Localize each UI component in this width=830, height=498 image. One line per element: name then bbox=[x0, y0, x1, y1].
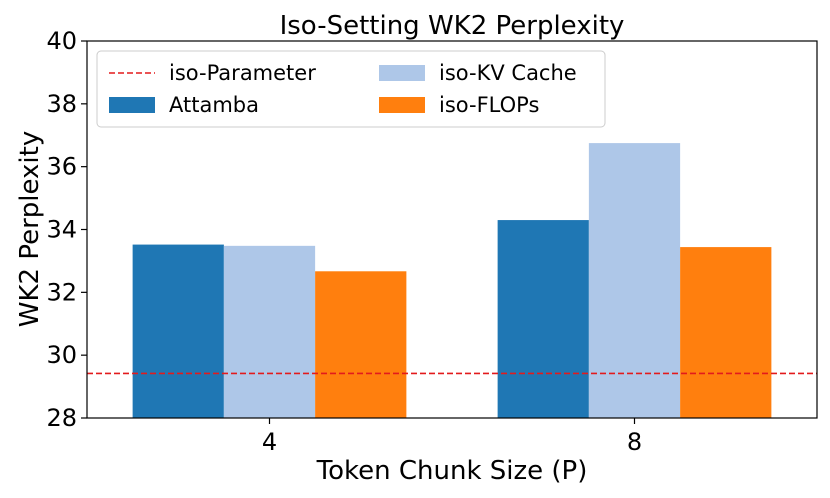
y-tick-label: 40 bbox=[46, 27, 77, 55]
y-tick-label: 32 bbox=[46, 278, 77, 306]
y-tick-label: 36 bbox=[46, 153, 77, 181]
x-tick-label: 4 bbox=[262, 428, 277, 456]
bar-iso-kv-cache-8 bbox=[588, 143, 681, 418]
y-tick-label: 38 bbox=[46, 90, 77, 118]
bar-iso-flops-8 bbox=[680, 247, 772, 418]
bar-iso-kv-cache-4 bbox=[223, 245, 316, 418]
bars-group bbox=[132, 143, 772, 418]
legend-label-attamba: Attamba bbox=[169, 93, 259, 117]
legend: iso-Parameter Attamba iso-KV Cache iso-FLOP… bbox=[96, 50, 606, 128]
legend-label-iso-flops: iso-FLOPs bbox=[439, 93, 539, 117]
chart-title: Iso-Setting WK2 Perplexity bbox=[280, 11, 625, 41]
bar-attamba-4 bbox=[132, 244, 224, 418]
legend-label-iso-parameter: iso-Parameter bbox=[169, 61, 316, 85]
bar-attamba-8 bbox=[497, 220, 589, 418]
x-axis-title: Token Chunk Size (P) bbox=[316, 456, 588, 486]
bar-iso-flops-4 bbox=[315, 271, 407, 418]
legend-swatch-attamba bbox=[109, 97, 155, 113]
x-tick-label: 8 bbox=[627, 428, 642, 456]
y-tick-label: 30 bbox=[46, 341, 77, 369]
legend-label-iso-kv-cache: iso-KV Cache bbox=[439, 61, 577, 85]
y-tick-label: 28 bbox=[46, 404, 77, 432]
y-axis-title: WK2 Perplexity bbox=[15, 131, 45, 327]
legend-box bbox=[96, 50, 606, 128]
y-axis: 28 30 32 34 36 38 40 bbox=[46, 27, 87, 432]
legend-swatch-iso-flops bbox=[379, 97, 425, 113]
y-tick-label: 34 bbox=[46, 216, 77, 244]
legend-swatch-iso-kv-cache bbox=[379, 65, 425, 81]
